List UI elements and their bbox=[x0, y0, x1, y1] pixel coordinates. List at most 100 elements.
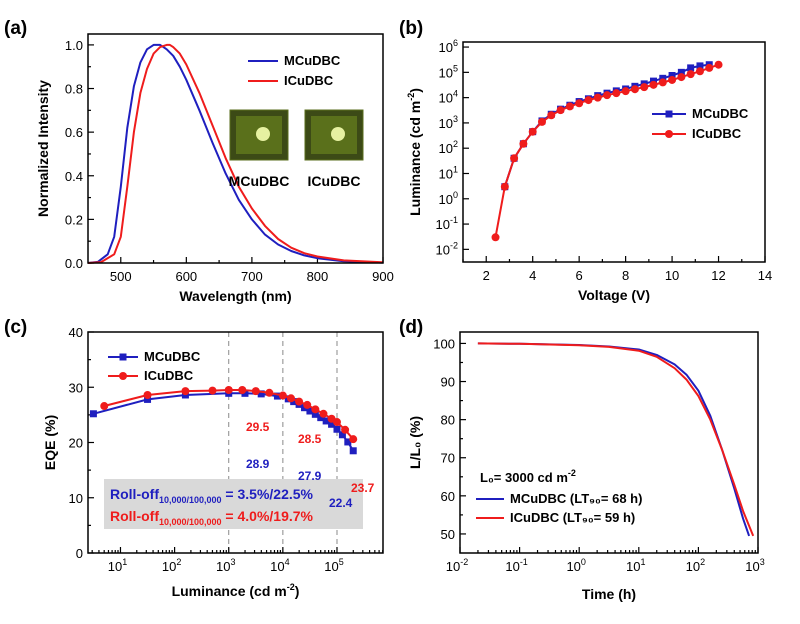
data-label: 23.7 bbox=[351, 481, 375, 495]
data-point bbox=[257, 390, 265, 398]
data-point bbox=[303, 400, 312, 409]
data-label: 28.5 bbox=[298, 432, 322, 446]
data-point bbox=[341, 425, 350, 434]
y-tick-label: 10 bbox=[69, 491, 83, 506]
x-tick-label: 104 bbox=[270, 557, 289, 574]
y-axis-title: Normalized Intensity bbox=[35, 80, 51, 217]
data-point bbox=[547, 111, 556, 120]
x-tick-label: 102 bbox=[686, 557, 705, 574]
data-point bbox=[668, 72, 676, 80]
legend-label: ICuDBC (LT₉₀= 59 h) bbox=[510, 510, 635, 525]
data-point bbox=[344, 438, 352, 446]
x-tick-label: 105 bbox=[324, 557, 343, 574]
legend-label: ICuDBC bbox=[692, 126, 742, 141]
legend-label: MCuDBC (LT₉₀= 68 h) bbox=[510, 491, 642, 506]
legend-marker bbox=[665, 110, 673, 118]
data-point bbox=[621, 87, 630, 96]
data-point bbox=[705, 63, 714, 72]
x-tick-label: 14 bbox=[758, 268, 772, 283]
legend-label: MCuDBC bbox=[144, 349, 201, 364]
data-point bbox=[278, 391, 287, 400]
data-point bbox=[290, 398, 298, 406]
rolloff-text: Roll-off10,000/100,000 = 3.5%/22.5% bbox=[110, 486, 314, 505]
data-point bbox=[686, 70, 695, 79]
inset-label: MCuDBC bbox=[229, 173, 290, 189]
data-point bbox=[510, 154, 519, 163]
data-point bbox=[251, 387, 260, 396]
y-tick-label: 101 bbox=[439, 164, 458, 181]
data-point bbox=[687, 64, 695, 72]
x-tick-label: 101 bbox=[626, 557, 645, 574]
y-axis-title: EQE (%) bbox=[42, 415, 58, 470]
data-point bbox=[565, 102, 574, 111]
y-tick-label: 105 bbox=[439, 63, 458, 80]
y-tick-label: 0.4 bbox=[65, 169, 83, 184]
y-tick-label: 70 bbox=[441, 451, 455, 466]
y-tick-label: 104 bbox=[439, 89, 458, 106]
panel-c-label: (c) bbox=[4, 317, 27, 338]
y-tick-label: 40 bbox=[69, 325, 83, 340]
data-point bbox=[181, 387, 190, 396]
y-tick-label: 0.0 bbox=[65, 256, 83, 271]
data-point bbox=[659, 74, 667, 82]
legend-label: ICuDBC bbox=[144, 368, 194, 383]
panel-b: (b) 2 4 6 8 10 12 14 10-2 10-1 100 101 102 103 104 105 1… bbox=[399, 18, 772, 303]
x-tick-label: 600 bbox=[175, 269, 197, 284]
y-tick-label: 10-1 bbox=[436, 215, 458, 232]
y-tick-label: 20 bbox=[69, 436, 83, 451]
data-point bbox=[317, 414, 325, 422]
data-label: 29.5 bbox=[246, 420, 270, 434]
data-point bbox=[696, 62, 704, 70]
y-tick-label: 0.8 bbox=[65, 82, 83, 97]
data-point bbox=[640, 83, 649, 92]
plot-frame bbox=[87, 33, 384, 264]
x-axis-title: Wavelength (nm) bbox=[179, 288, 291, 304]
rolloff-text: Roll-off10,000/100,000 = 4.0%/19.7% bbox=[110, 508, 314, 527]
series-line-MCuDBC bbox=[503, 63, 710, 188]
y-axis-title: L/L₀ (%) bbox=[407, 416, 423, 469]
panel-d: (d) 10-2 10-1 100 101 102 103 50 60 70 80 90 100 L₀= … bbox=[399, 317, 765, 602]
data-point bbox=[491, 233, 500, 242]
x-tick-label: 103 bbox=[216, 557, 235, 574]
device-glow bbox=[331, 127, 345, 141]
x-tick-label: 10-2 bbox=[446, 557, 468, 574]
data-point bbox=[265, 388, 274, 397]
data-point bbox=[630, 85, 639, 94]
x-tick-label: 10 bbox=[665, 268, 679, 283]
y-tick-label: 50 bbox=[441, 527, 455, 542]
y-tick-label: 30 bbox=[69, 380, 83, 395]
data-point bbox=[311, 405, 320, 414]
x-tick-label: 500 bbox=[110, 269, 132, 284]
data-point bbox=[584, 96, 593, 105]
data-point bbox=[603, 91, 612, 100]
y-tick-label: 0 bbox=[76, 546, 83, 561]
data-point bbox=[519, 139, 528, 148]
x-axis-title: Voltage (V) bbox=[578, 287, 650, 303]
x-tick-label: 12 bbox=[711, 268, 725, 283]
data-point bbox=[144, 395, 152, 403]
data-point bbox=[143, 390, 152, 399]
y-tick-label: 60 bbox=[441, 489, 455, 504]
y-tick-label: 106 bbox=[439, 38, 458, 55]
x-tick-label: 8 bbox=[622, 268, 629, 283]
data-point bbox=[677, 73, 686, 82]
panel-a-label: (a) bbox=[4, 18, 27, 39]
data-point bbox=[89, 410, 97, 418]
data-point bbox=[322, 417, 330, 425]
inset-label: ICuDBC bbox=[308, 173, 361, 189]
x-tick-label: 102 bbox=[162, 557, 181, 574]
data-label: 27.9 bbox=[298, 469, 322, 483]
data-point bbox=[677, 68, 685, 76]
plot-frame bbox=[459, 331, 759, 554]
data-point bbox=[500, 182, 509, 191]
data-point bbox=[575, 99, 584, 108]
data-label: 28.9 bbox=[246, 457, 270, 471]
y-tick-label: 10-2 bbox=[436, 240, 458, 257]
y-tick-label: 100 bbox=[439, 190, 458, 207]
legend-marker bbox=[119, 353, 127, 361]
data-point bbox=[332, 418, 341, 427]
data-point bbox=[286, 394, 295, 403]
x-tick-label: 103 bbox=[745, 557, 764, 574]
series-line-MCuDBC bbox=[87, 43, 384, 264]
